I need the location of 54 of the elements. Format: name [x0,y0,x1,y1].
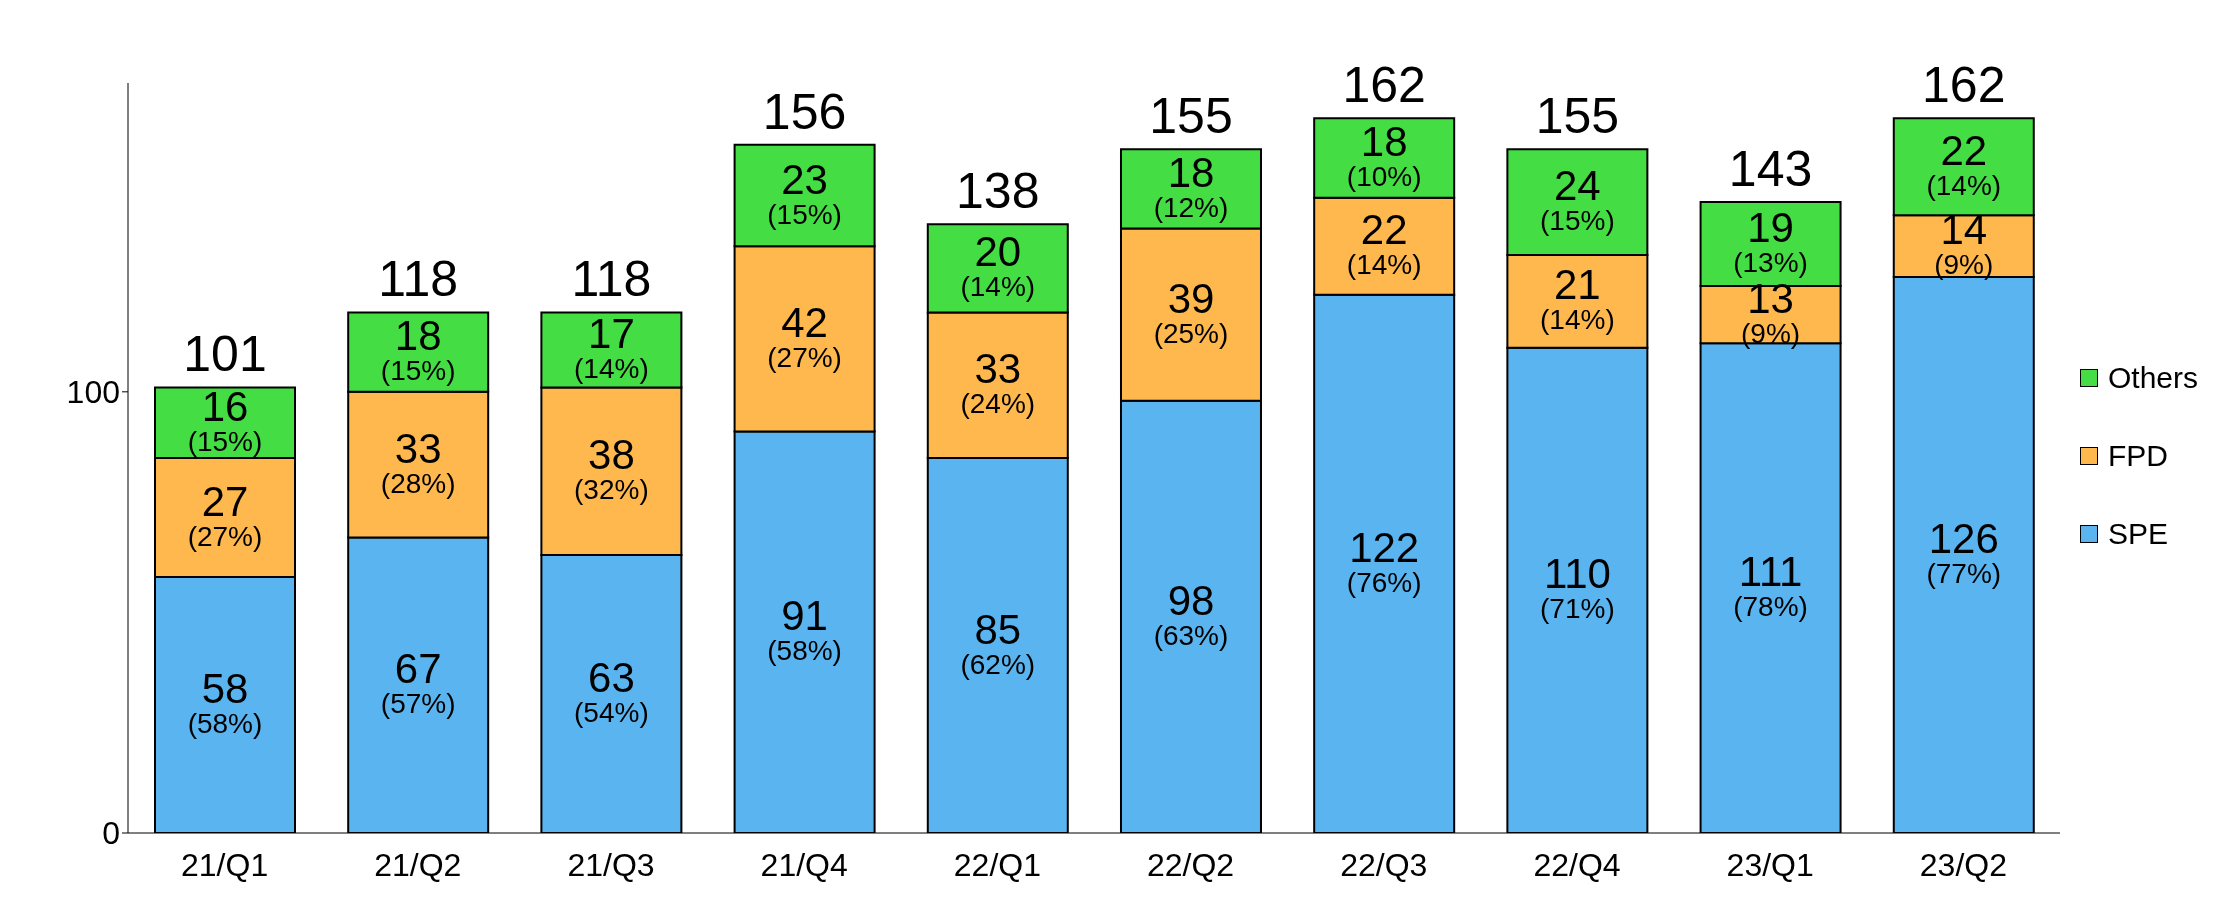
data-label: 91 (58%) [767,592,842,667]
x-tick-label: 23/Q1 [1726,846,1814,883]
x-tick-label: 22/Q2 [1147,846,1235,883]
data-label: 23 (15%) [767,155,842,230]
total-label: 155 [1149,88,1233,145]
data-label: 21 (14%) [1540,261,1615,336]
data-label: 111 (78%) [1733,548,1808,623]
data-label: 122 (76%) [1346,523,1422,598]
data-label: 33 (28%) [380,424,456,499]
x-tick-label: 22/Q1 [953,846,1041,883]
data-label: 42 (27%) [767,298,842,373]
data-label: 20 (14%) [960,228,1036,303]
data-label: 16 (15%) [187,382,263,457]
data-label: 18 (10%) [1346,118,1422,192]
legend-label: SPE [2107,516,2168,551]
data-label: 126 (77%) [1926,515,2002,590]
total-label: 155 [1535,88,1620,145]
data-label: 24 (15%) [1540,162,1615,237]
data-label: 58 (58%) [187,665,263,740]
data-label: 18 (12%) [1153,148,1229,223]
data-label: 85 (62%) [960,605,1036,680]
total-label: 143 [1728,141,1813,198]
data-label: 18 (15%) [380,312,456,387]
data-label: 98 (63%) [1153,576,1229,651]
data-label: 17 (14%) [574,309,649,384]
data-label: 63 (54%) [574,654,649,729]
x-tick-label: 21/Q3 [567,846,655,883]
data-label: 14 (9%) [1934,206,1994,281]
total-label: 101 [183,326,267,383]
data-label: 22 (14%) [1926,126,2002,201]
y-tick-label: 100 [66,374,120,411]
total-label: 162 [1342,57,1426,114]
data-label: 33 (24%) [960,345,1036,420]
data-label: 67 (57%) [380,645,456,720]
x-tick-label: 22/Q4 [1533,846,1621,883]
data-label: 110 (71%) [1540,550,1615,625]
y-tick-label: 0 [102,815,120,852]
legend-label: Others [2107,360,2198,395]
x-tick-label: 22/Q3 [1340,846,1428,883]
data-label: 22 (14%) [1346,206,1422,281]
data-label: 27 (27%) [187,477,263,552]
total-label: 162 [1922,57,2006,114]
total-label: 156 [762,83,847,140]
x-tick-label: 21/Q2 [374,846,462,883]
x-tick-label: 21/Q1 [181,846,269,883]
total-label: 118 [571,251,652,308]
legend-label: FPD [2107,438,2168,473]
data-label: 39 (25%) [1153,274,1229,349]
data-label: 38 (32%) [574,431,649,506]
total-label: 118 [378,251,459,308]
data-label: 19 (13%) [1733,204,1808,279]
x-tick-label: 23/Q2 [1919,846,2007,883]
x-tick-label: 21/Q4 [760,846,848,883]
total-label: 138 [956,163,1040,220]
